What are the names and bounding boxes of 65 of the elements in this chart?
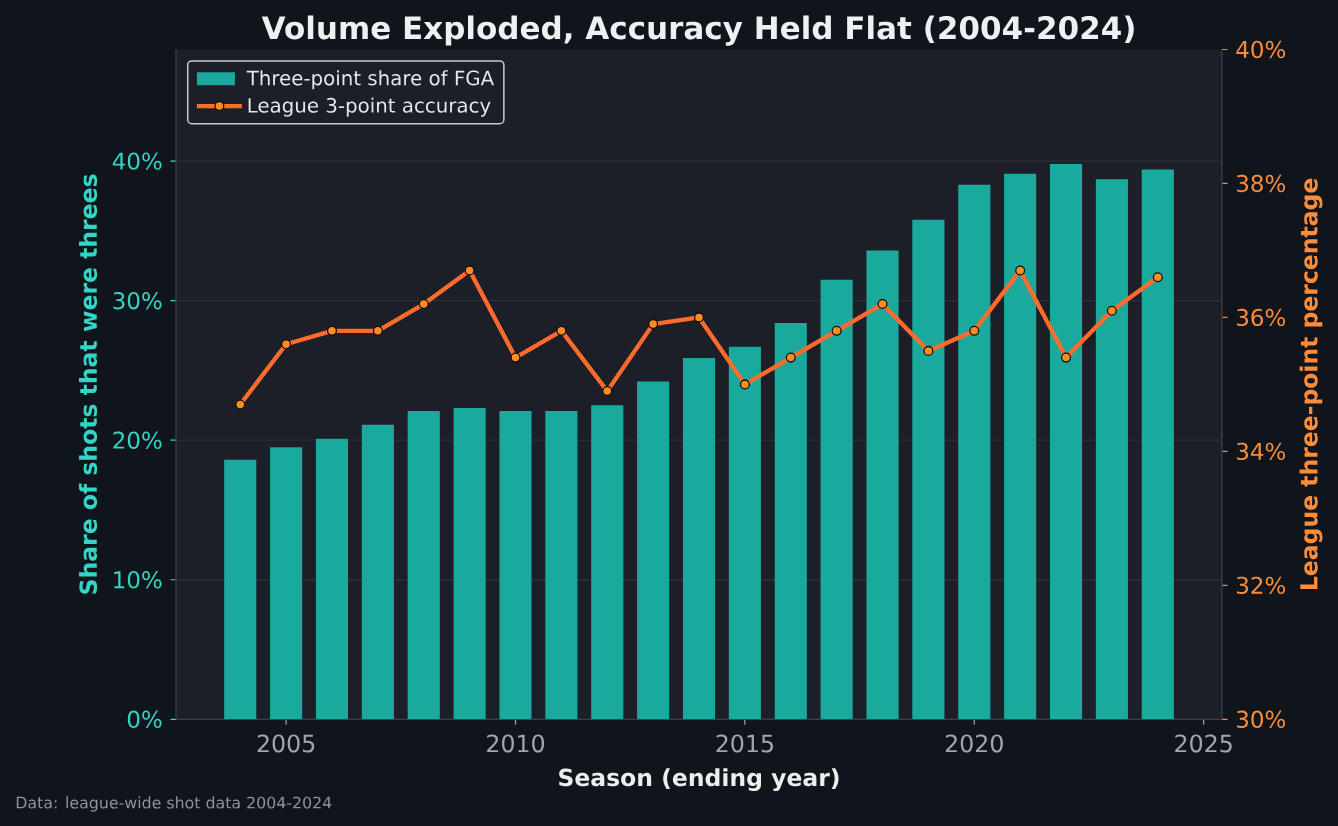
bar bbox=[499, 410, 532, 720]
legend-label: League 3-point accuracy bbox=[248, 97, 491, 117]
bar bbox=[591, 405, 624, 720]
bar bbox=[545, 410, 578, 720]
bar bbox=[912, 219, 945, 720]
bar bbox=[407, 410, 440, 720]
point bbox=[877, 298, 888, 310]
bar bbox=[1141, 169, 1174, 720]
y2-tick-label: 30% bbox=[1236, 710, 1286, 729]
y2-tick-label: 32% bbox=[1236, 576, 1286, 595]
text: Data: league-wide shot data 2004-2024 bbox=[16, 796, 332, 812]
x-tick-label: 2025 bbox=[1175, 734, 1232, 753]
point bbox=[418, 298, 429, 310]
point bbox=[831, 325, 842, 336]
y-tick-label: 10% bbox=[114, 571, 162, 589]
point bbox=[602, 386, 613, 397]
chart-title: Volume Exploded, Accuracy Held Flat (2004-2024) bbox=[261, 15, 1134, 46]
bar bbox=[682, 357, 716, 720]
point bbox=[326, 325, 338, 336]
bar bbox=[270, 447, 303, 720]
bar bbox=[224, 459, 257, 720]
bar bbox=[728, 346, 761, 720]
legend-label: Three-point share of FGA bbox=[246, 70, 495, 90]
y2-tick-label: 40% bbox=[1236, 40, 1286, 59]
point bbox=[464, 265, 475, 276]
point bbox=[739, 379, 750, 390]
point bbox=[510, 352, 521, 363]
point bbox=[969, 325, 980, 336]
y2-tick-label: 38% bbox=[1236, 174, 1286, 193]
bar bbox=[637, 381, 670, 720]
x-axis-title: Season (ending year) bbox=[559, 768, 839, 792]
y-tick-label: 20% bbox=[113, 431, 162, 449]
bar bbox=[866, 250, 899, 720]
point bbox=[923, 345, 934, 356]
point bbox=[556, 325, 567, 336]
x-tick-label: 2005 bbox=[257, 734, 315, 753]
y2-tick-label: 36% bbox=[1236, 308, 1286, 327]
x-tick-label: 2010 bbox=[487, 734, 545, 753]
bar bbox=[453, 408, 486, 720]
y2-axis-title: League three-point percentage bbox=[1299, 178, 1323, 589]
point bbox=[1106, 305, 1117, 316]
y-tick-label: 0% bbox=[127, 710, 162, 729]
bar bbox=[1095, 179, 1128, 720]
point bbox=[1060, 352, 1072, 363]
point bbox=[1152, 272, 1163, 283]
bar bbox=[315, 438, 349, 720]
y-axis-title: Share of shots that were threes bbox=[78, 174, 98, 594]
point bbox=[1015, 265, 1026, 276]
point bbox=[372, 325, 383, 336]
y-tick-label: 30% bbox=[113, 291, 162, 310]
point bbox=[648, 319, 659, 330]
bar bbox=[1004, 173, 1037, 720]
x-tick-label: 2015 bbox=[716, 734, 773, 753]
y-tick-label: 40% bbox=[112, 152, 162, 170]
point bbox=[785, 352, 796, 363]
bar bbox=[958, 184, 991, 720]
point bbox=[281, 339, 292, 350]
bar bbox=[361, 424, 394, 720]
bar bbox=[1049, 163, 1083, 720]
x-tick-label: 2020 bbox=[945, 734, 1003, 753]
point bbox=[235, 399, 246, 410]
y2-tick-label: 34% bbox=[1236, 442, 1286, 461]
bar bbox=[774, 323, 807, 720]
point bbox=[693, 312, 705, 323]
bar bbox=[820, 279, 853, 720]
